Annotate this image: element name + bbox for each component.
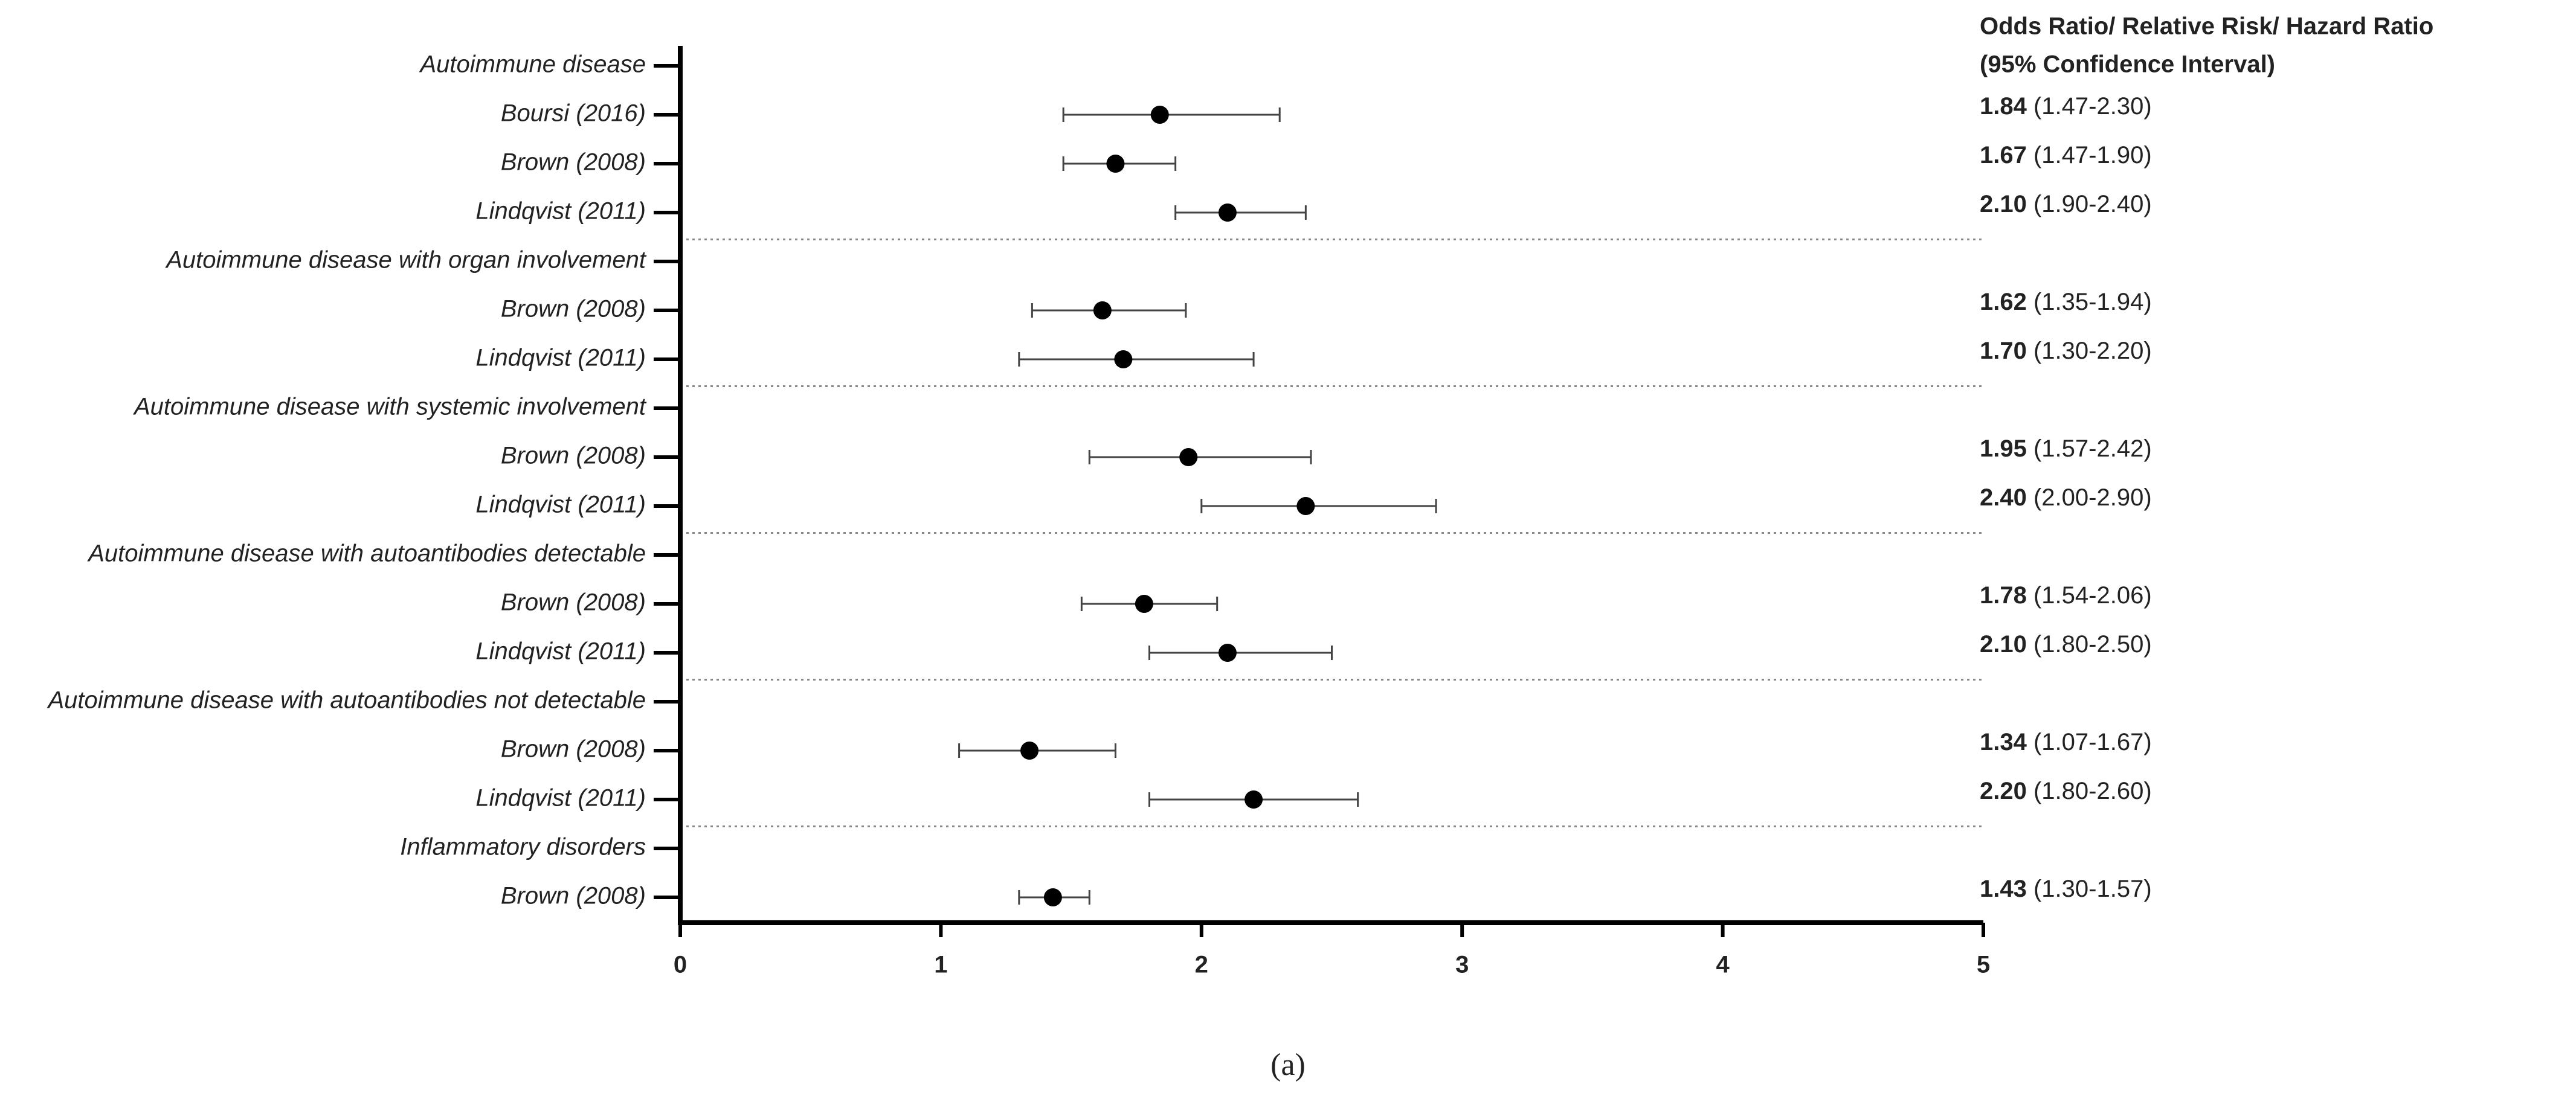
estimate-ci: (1.30-2.20) xyxy=(2033,338,2152,364)
estimate-ci: (1.80-2.50) xyxy=(2033,631,2152,658)
estimate-label: 1.78 (1.54-2.06) xyxy=(1980,582,2152,609)
estimate-label: 1.70 (1.30-2.20) xyxy=(1980,338,2152,364)
x-tick-label: 4 xyxy=(1716,952,1730,978)
estimate-value: 1.34 xyxy=(1980,729,2027,755)
point-estimate xyxy=(1043,888,1062,906)
estimate-ci: (1.47-1.90) xyxy=(2033,142,2152,168)
estimate-label: 1.43 (1.30-1.57) xyxy=(1980,876,2152,902)
x-tick-label: 1 xyxy=(934,952,947,978)
estimate-ci: (1.80-2.60) xyxy=(2033,778,2152,804)
y-tick-label: Brown (2008) xyxy=(501,883,646,909)
y-tick-label: Lindqvist (2011) xyxy=(475,638,646,665)
y-tick-label: Autoimmune disease with autoantibodies d… xyxy=(87,540,646,567)
estimate-label: 1.34 (1.07-1.67) xyxy=(1980,729,2152,755)
estimate-ci: (1.30-1.57) xyxy=(2033,876,2152,902)
point-estimate xyxy=(1296,497,1315,515)
estimate-value: 1.67 xyxy=(1980,142,2027,168)
point-estimate xyxy=(1106,155,1125,173)
header-line-2: (95% Confidence Interval) xyxy=(1980,51,2275,78)
y-tick-label: Boursi (2016) xyxy=(501,100,646,127)
estimate-ci: (2.00-2.90) xyxy=(2033,484,2152,511)
estimate-value: 2.20 xyxy=(1980,778,2027,804)
estimate-ci: (1.90-2.40) xyxy=(2033,191,2152,217)
estimate-ci: (1.07-1.67) xyxy=(2033,729,2152,755)
point-estimate xyxy=(1179,448,1198,466)
point-estimate xyxy=(1093,301,1112,319)
y-tick-label: Lindqvist (2011) xyxy=(475,492,646,518)
point-estimate xyxy=(1245,790,1263,809)
estimate-label: 1.67 (1.47-1.90) xyxy=(1980,142,2152,168)
estimate-label: 2.40 (2.00-2.90) xyxy=(1980,484,2152,511)
estimate-value: 1.62 xyxy=(1980,289,2027,315)
y-tick-label: Brown (2008) xyxy=(501,296,646,322)
x-tick-label: 3 xyxy=(1455,952,1469,978)
point-estimate xyxy=(1150,106,1169,124)
estimate-ci: (1.47-2.30) xyxy=(2033,93,2152,120)
estimate-value: 1.78 xyxy=(1980,582,2027,609)
estimate-label: 1.84 (1.47-2.30) xyxy=(1980,93,2152,120)
estimate-value: 1.70 xyxy=(1980,338,2027,364)
estimate-value: 2.40 xyxy=(1980,484,2027,511)
estimate-ci: (1.57-2.42) xyxy=(2033,435,2152,462)
estimate-label: 2.10 (1.80-2.50) xyxy=(1980,631,2152,658)
estimate-value: 2.10 xyxy=(1980,191,2027,217)
point-estimate xyxy=(1218,204,1237,222)
estimate-value: 1.95 xyxy=(1980,435,2027,462)
estimate-label: 2.10 (1.90-2.40) xyxy=(1980,191,2152,217)
y-tick-label: Brown (2008) xyxy=(501,736,646,763)
x-tick-label: 5 xyxy=(1977,952,1990,978)
y-tick-label: Lindqvist (2011) xyxy=(475,345,646,371)
estimate-ci: (1.54-2.06) xyxy=(2033,582,2152,609)
y-tick-label: Lindqvist (2011) xyxy=(475,198,646,225)
point-estimate xyxy=(1135,595,1153,613)
x-tick-label: 0 xyxy=(674,952,687,978)
y-tick-label: Brown (2008) xyxy=(501,149,646,176)
y-tick-label: Inflammatory disorders xyxy=(400,834,646,861)
estimate-value: 1.43 xyxy=(1980,876,2027,902)
estimate-label: 1.62 (1.35-1.94) xyxy=(1980,289,2152,315)
header-line-1: Odds Ratio/ Relative Risk/ Hazard Ratio xyxy=(1980,13,2433,40)
point-estimate xyxy=(1114,350,1133,368)
caption: (a) xyxy=(1270,1048,1306,1082)
y-tick-label: Lindqvist (2011) xyxy=(475,785,646,812)
y-tick-label: Brown (2008) xyxy=(501,443,646,469)
y-tick-label: Autoimmune disease with systemic involve… xyxy=(133,394,647,420)
estimate-value: 2.10 xyxy=(1980,631,2027,658)
x-tick-label: 2 xyxy=(1195,952,1208,978)
y-tick-label: Autoimmune disease xyxy=(419,51,646,78)
y-tick-label: Autoimmune disease with autoantibodies n… xyxy=(47,687,646,714)
point-estimate xyxy=(1020,742,1039,760)
y-tick-label: Brown (2008) xyxy=(501,589,646,616)
estimate-value: 1.84 xyxy=(1980,93,2027,120)
point-estimate xyxy=(1218,644,1237,662)
y-tick-label: Autoimmune disease with organ involvemen… xyxy=(165,247,647,274)
estimate-label: 2.20 (1.80-2.60) xyxy=(1980,778,2152,804)
estimate-ci: (1.35-1.94) xyxy=(2033,289,2152,315)
estimate-label: 1.95 (1.57-2.42) xyxy=(1980,435,2152,462)
